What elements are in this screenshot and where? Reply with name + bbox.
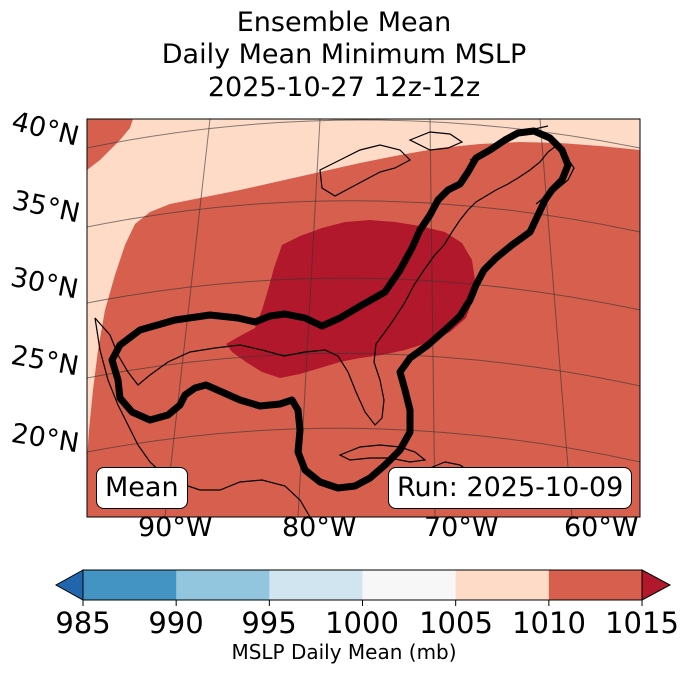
colorbar-bin-990-995 — [176, 570, 270, 600]
colorbar-tick-1010: 1010 — [512, 606, 586, 640]
coastline-cuba — [338, 444, 427, 463]
colorbar-bin-995-1000 — [269, 570, 364, 600]
pressure-band-1005-1010 — [87, 119, 640, 460]
contour-line — [108, 127, 572, 492]
colorbar — [54, 569, 672, 606]
colorbar-bin-985-990 — [83, 570, 177, 600]
mean-label-box: Mean — [96, 467, 188, 509]
colorbar-tick-1000: 1000 — [325, 606, 399, 640]
colorbar-extend-high — [641, 569, 672, 601]
lon-label-80w: 80°W — [282, 512, 357, 543]
colorbar-title: MSLP Daily Mean (mb) — [231, 640, 457, 664]
map-frame — [86, 118, 641, 518]
lon-label-90w: 90°W — [138, 512, 213, 543]
great-lakes-2 — [408, 131, 464, 151]
colorbar-bin-1000-1005 — [362, 570, 457, 600]
title-line-1: Ensemble Mean — [236, 7, 452, 38]
coastline-atlantic — [443, 145, 575, 246]
title-line-2: Daily Mean Minimum MSLP — [161, 39, 527, 70]
title-line-3: 2025-10-27 12z-12z — [207, 72, 481, 103]
colorbar-bin-1010-1015 — [548, 570, 643, 600]
pressure-band-1005-1010-upper — [87, 119, 133, 170]
pressure-band-over-1015 — [226, 220, 475, 378]
great-lakes — [319, 144, 411, 197]
lon-label-60w: 60°W — [564, 512, 639, 543]
coastline-gulf — [94, 244, 445, 426]
colorbar-tick-985: 985 — [55, 606, 111, 640]
run-date-box: Run: 2025-10-09 — [388, 467, 633, 509]
colorbar-extend-low — [54, 569, 84, 601]
colorbar-tick-1005: 1005 — [419, 606, 493, 640]
colorbar-tick-995: 995 — [241, 606, 297, 640]
colorbar-tick-990: 990 — [148, 606, 204, 640]
colorbar-bin-1005-1010 — [455, 570, 550, 600]
lon-label-70w: 70°W — [424, 512, 499, 543]
colorbar-tick-1015: 1015 — [605, 606, 679, 640]
